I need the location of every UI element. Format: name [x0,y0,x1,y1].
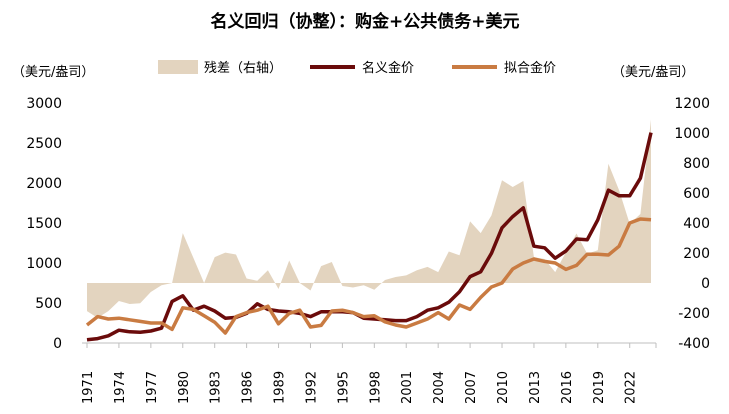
left-y-tick-label: 1000 [26,256,62,272]
legend: 残差（右轴） 名义金价 拟合金价 [158,60,556,76]
left-y-tick-label: 2500 [26,136,62,152]
left-y-tick-label: 1500 [26,216,62,232]
left-y-tick-label: 0 [53,336,62,352]
left-y-tick-label: 2000 [26,176,62,192]
x-tick-label: 2004 [432,371,447,404]
x-tick-label: 1971 [81,371,96,404]
x-tick-label: 1998 [368,371,383,404]
x-tick-label: 1989 [273,371,288,404]
left-y-tick-label: 3000 [26,96,62,112]
nominal-gold-line [86,132,653,342]
x-tick-label: 1980 [177,371,192,404]
right-y-tick-label: 200 [683,246,710,262]
x-tick-label: 2019 [592,371,607,404]
right-axis-unit: （美元/盎司） [612,65,694,80]
x-tick-label: 2010 [496,371,511,404]
x-tick-label: 2016 [560,371,575,404]
x-tick-label: 1992 [304,371,319,404]
x-tick-label: 2007 [464,371,479,404]
legend-label-nominal: 名义金价 [362,60,414,76]
right-y-tick-label: 1200 [674,96,710,112]
x-tick-label: 1974 [113,371,128,404]
legend-label-fitted: 拟合金价 [504,60,556,76]
right-y-tick-label: -200 [678,306,710,322]
legend-label-residual: 残差（右轴） [204,61,282,76]
right-y-tick-label: 0 [701,276,710,292]
right-y-tick-label: 1000 [674,126,710,142]
residual-area [87,119,651,318]
left-y-tick-label: 500 [35,296,62,312]
chart-title: 名义回归（协整）：购金+公共债务+美元 [211,11,520,32]
right-y-tick-label: 400 [683,216,710,232]
fitted-gold-line [85,217,652,335]
x-tick-label: 1983 [209,371,224,404]
legend-swatch-residual [158,60,198,74]
x-tick-label: 2001 [400,371,415,404]
x-tick-label: 1977 [145,371,160,404]
right-y-tick-label: 600 [683,186,710,202]
right-y-tick-label: -400 [678,336,710,352]
x-tick-label: 1995 [336,371,351,404]
x-tick-label: 2022 [624,371,639,404]
left-axis-unit: （美元/盎司） [12,65,94,80]
right-y-tick-label: 800 [683,156,710,172]
x-tick-label: 1986 [241,371,256,404]
x-tick-label: 2013 [528,371,543,404]
